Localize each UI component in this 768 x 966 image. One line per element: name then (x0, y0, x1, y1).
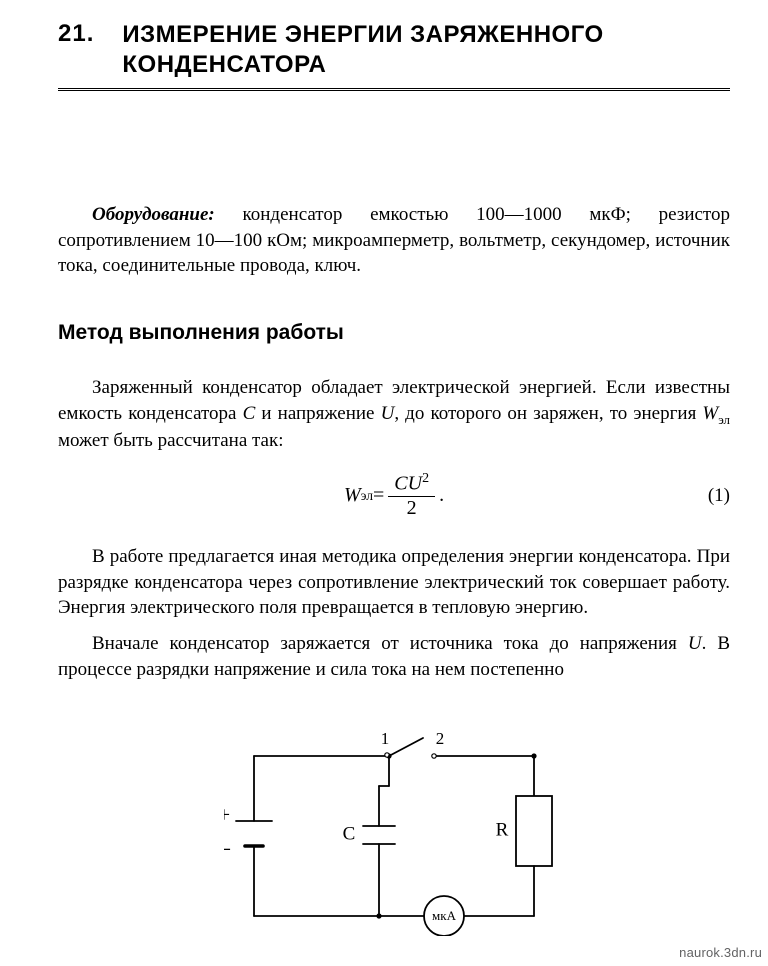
paragraph-2: В работе предлагается иная методика опре… (58, 544, 730, 621)
title-line1: ИЗМЕРЕНИЕ ЭНЕРГИИ ЗАРЯЖЕННОГО (122, 21, 603, 48)
title-text: ИЗМЕРЕНИЕ ЭНЕРГИИ ЗАРЯЖЕННОГО КОНДЕНСАТО… (122, 20, 603, 80)
svg-text:C: C (343, 824, 356, 845)
p1-Wsub: эл (718, 411, 730, 426)
equipment-paragraph: Оборудование: конденсатор емкостью 100—1… (58, 202, 730, 279)
f-fraction: CU2 2 (388, 471, 435, 520)
f-tail: . (439, 484, 444, 507)
f-num-b: U (408, 473, 422, 495)
equipment-label: Оборудование: (92, 204, 215, 225)
p1-b: и напряжение (255, 403, 380, 424)
p1-U: U (381, 403, 395, 424)
f-den: 2 (388, 497, 435, 520)
svg-text:мкА: мкА (432, 908, 457, 923)
circuit-diagram: мкА + − 1 2 C R (224, 726, 564, 936)
title-number: 21. (58, 20, 94, 48)
svg-text:2: 2 (436, 729, 445, 748)
f-lhs-sub: эл (361, 488, 373, 504)
page-title-block: 21. ИЗМЕРЕНИЕ ЭНЕРГИИ ЗАРЯЖЕННОГО КОНДЕН… (58, 20, 730, 80)
circuit-diagram-wrap: мкА + − 1 2 C R (58, 726, 730, 936)
f-num-sup: 2 (422, 471, 429, 486)
p3-a: Вначале конденсатор заряжается от источн… (92, 633, 688, 654)
paragraph-1: Заряженный конденсатор обладает электрич… (58, 375, 730, 454)
svg-text:+: + (224, 802, 230, 827)
svg-text:R: R (496, 820, 509, 841)
paragraph-3: Вначале конденсатор заряжается от источн… (58, 631, 730, 682)
f-eq: = (373, 484, 384, 507)
p3-U: U (688, 633, 702, 654)
title-line2: КОНДЕНСАТОРА (122, 51, 326, 78)
equation-number: (1) (708, 485, 730, 507)
f-num-a: C (394, 473, 407, 495)
p1-W: W (702, 403, 718, 424)
p1-C: C (243, 403, 256, 424)
svg-text:1: 1 (381, 729, 390, 748)
method-heading: Метод выполнения работы (58, 321, 730, 345)
watermark: naurok.3dn.ru (679, 945, 762, 960)
svg-text:−: − (224, 835, 231, 864)
f-lhs: W (344, 484, 361, 507)
p1-d: может быть рассчитана так: (58, 430, 284, 451)
p1-c: , до которого он заряжен, то энергия (394, 403, 702, 424)
formula-1: Wэл = CU2 2 . (1) (58, 471, 730, 520)
